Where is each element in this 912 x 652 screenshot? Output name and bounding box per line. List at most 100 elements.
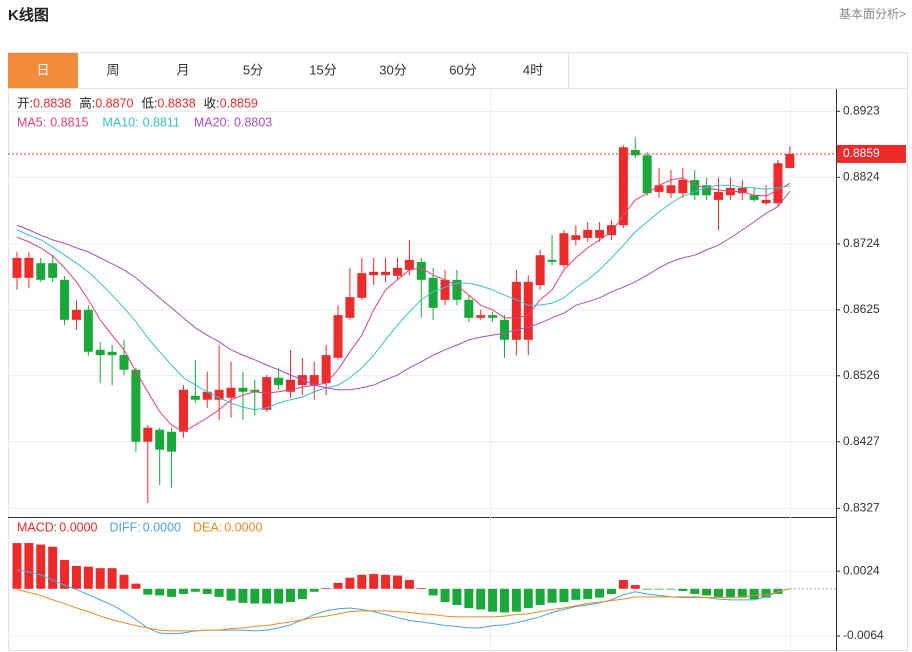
tab[interactable]: 60分 xyxy=(428,53,499,88)
macd-legend-value: 0.0000 xyxy=(59,520,97,534)
indicator-line xyxy=(16,190,791,391)
macd-legend-label: DIFF: xyxy=(110,520,141,534)
candle-body xyxy=(761,199,771,204)
candle-body xyxy=(571,235,581,240)
macd-bar xyxy=(107,568,117,589)
candle-body xyxy=(155,429,165,450)
macd-bar xyxy=(476,588,486,610)
candle-body xyxy=(71,309,81,320)
tab-label[interactable]: 4时 xyxy=(523,62,543,77)
tab[interactable]: 15分 xyxy=(288,53,359,88)
tab-bg[interactable] xyxy=(288,53,358,88)
tab[interactable]: 4时 xyxy=(498,53,569,88)
candle-body xyxy=(678,179,688,194)
candle-body xyxy=(285,379,295,392)
macd-bar xyxy=(392,575,402,589)
candle-body xyxy=(642,155,652,194)
candle-body xyxy=(12,257,22,278)
last-price-box xyxy=(837,144,906,163)
macd-bar xyxy=(452,588,462,606)
candle-body xyxy=(238,387,248,392)
tab-label[interactable]: 周 xyxy=(106,62,119,77)
macd-bar xyxy=(155,588,165,596)
tab[interactable]: 月 xyxy=(148,53,219,88)
macd-bar xyxy=(440,588,450,603)
macd-bar xyxy=(488,588,498,612)
candle-body xyxy=(214,389,224,400)
tab[interactable]: 日 xyxy=(8,53,79,88)
y-tick-label: 0.8824 xyxy=(843,169,880,183)
macd-bar xyxy=(630,585,640,589)
candle-body xyxy=(333,315,343,358)
candle-body xyxy=(773,163,783,204)
tab-bg[interactable] xyxy=(218,53,288,88)
tab-bg[interactable] xyxy=(78,53,148,88)
macd-bar xyxy=(12,543,22,589)
tab-bg[interactable] xyxy=(148,53,218,88)
macd-bar xyxy=(297,588,307,600)
macd-bar xyxy=(761,588,771,598)
tab-label[interactable]: 月 xyxy=(176,62,189,77)
macd-bar xyxy=(714,588,724,597)
macd-bar xyxy=(285,588,295,603)
candle-body xyxy=(202,391,212,400)
tab[interactable]: 周 xyxy=(78,53,149,88)
fundamental-link[interactable]: 基本面分析> xyxy=(839,7,906,21)
macd-bar xyxy=(238,588,248,603)
candle-body xyxy=(618,147,628,226)
candle-body xyxy=(559,233,569,266)
candle-body xyxy=(190,395,200,400)
macd-bar xyxy=(309,588,319,592)
macd-bar xyxy=(48,546,58,589)
macd-bar xyxy=(464,588,474,608)
candle-body xyxy=(464,299,474,318)
macd-bar xyxy=(119,574,129,589)
candle-body xyxy=(737,187,747,194)
tab-bg[interactable] xyxy=(498,53,568,88)
candle-body xyxy=(83,309,93,352)
summary-value: 0.8838 xyxy=(33,96,71,110)
candle-body xyxy=(309,375,319,386)
tab-label[interactable]: 60分 xyxy=(449,62,476,77)
candle-body xyxy=(250,389,260,392)
candle-body xyxy=(595,229,605,238)
tab-bg[interactable] xyxy=(8,53,78,88)
macd-legend-value: 0.0000 xyxy=(224,520,262,534)
tab[interactable]: 30分 xyxy=(358,53,429,88)
macd-bar xyxy=(321,588,331,589)
candle-body xyxy=(428,277,438,308)
ma-legend-value: 0.8803 xyxy=(234,115,272,129)
candle-body xyxy=(690,179,700,196)
tab-bg[interactable] xyxy=(358,53,428,88)
macd-legend-label: MACD: xyxy=(17,520,57,534)
tab[interactable]: 5分 xyxy=(218,53,289,88)
tab-label[interactable]: 30分 xyxy=(379,62,406,77)
macd-bar xyxy=(737,588,747,598)
summary-label: 开: xyxy=(17,96,33,110)
candle-body xyxy=(226,387,236,398)
macd-bar xyxy=(666,588,676,590)
macd-bar xyxy=(583,588,593,600)
macd-bar xyxy=(559,588,569,603)
candle-body xyxy=(535,255,545,286)
candle-body xyxy=(416,261,426,280)
candle-body xyxy=(131,369,141,442)
macd-bar xyxy=(345,577,355,589)
y-tick-label: 0.8327 xyxy=(843,501,880,515)
tab-label[interactable]: 15分 xyxy=(309,62,336,77)
candle-body xyxy=(654,185,664,192)
macd-bar xyxy=(595,588,605,598)
tab-label[interactable]: 日 xyxy=(36,62,49,77)
tab-bg[interactable] xyxy=(428,53,498,88)
macd-bar xyxy=(143,588,153,595)
macd-bar xyxy=(214,588,224,597)
macd-bar xyxy=(226,588,236,601)
indicator-line xyxy=(16,569,790,635)
candle-body xyxy=(178,389,188,432)
candle-body xyxy=(345,297,355,318)
candle-body xyxy=(107,351,117,356)
tab-label[interactable]: 5分 xyxy=(243,62,263,77)
candle-body xyxy=(392,267,402,276)
chart-frame xyxy=(8,52,908,651)
